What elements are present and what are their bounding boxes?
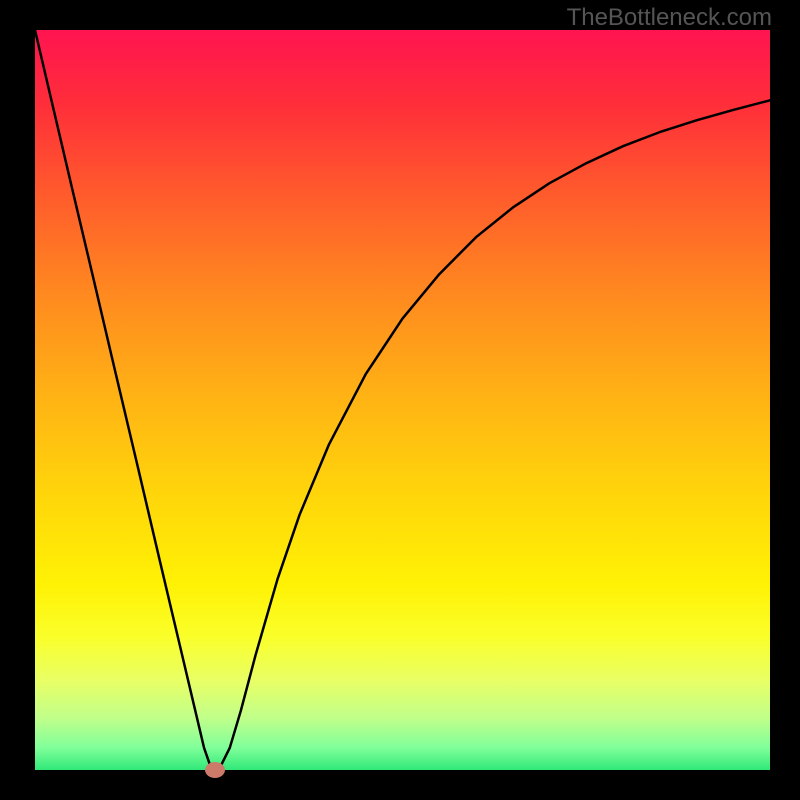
optimal-point-marker [205, 762, 225, 778]
watermark-text: TheBottleneck.com [567, 4, 772, 32]
chart-frame: TheBottleneck.com [0, 0, 800, 800]
plot-area [35, 30, 770, 770]
curve-path [35, 30, 770, 770]
bottleneck-curve [35, 30, 770, 770]
